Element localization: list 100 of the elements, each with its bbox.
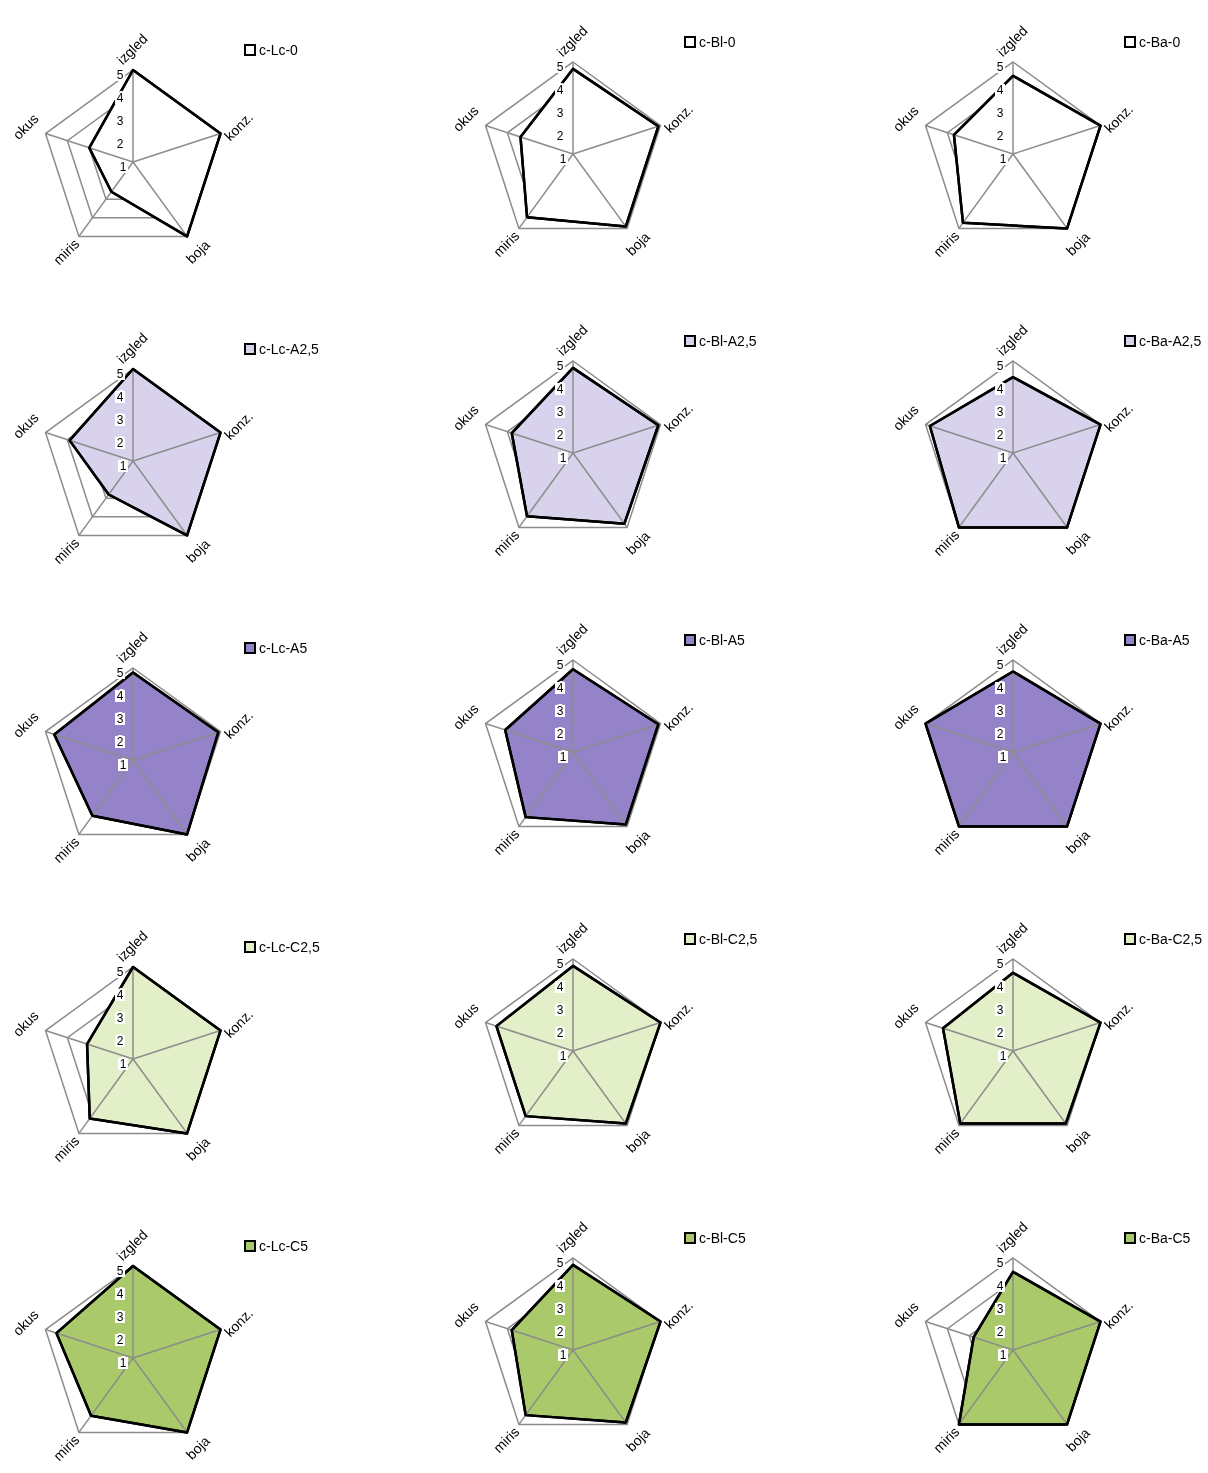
legend-label: c-Lc-A2,5	[259, 341, 320, 357]
y-tick-label: 5	[556, 1256, 564, 1270]
y-tick-label: 5	[116, 1264, 124, 1278]
y-tick-label: 2	[116, 735, 124, 749]
spoke-label: boja	[1062, 228, 1094, 259]
y-tick-label: 2	[556, 727, 564, 741]
y-tick-label: 4	[116, 91, 124, 105]
y-tick-label: 4	[556, 382, 564, 396]
y-tick-label: 2	[116, 1333, 124, 1347]
y-tick-label: 3	[116, 114, 124, 128]
legend-label: c-Ba-0	[1139, 34, 1181, 50]
y-tick-label: 1	[119, 1356, 127, 1370]
y-tick-label: 2	[996, 1026, 1004, 1040]
y-tick-label: 4	[996, 382, 1004, 396]
spoke-label: boja	[182, 236, 214, 267]
spoke-label: boja	[622, 1424, 654, 1455]
y-tick-label: 1	[559, 451, 567, 465]
legend-label: c-Bl-A5	[699, 632, 746, 648]
legend-label: c-Ba-A5	[1139, 632, 1190, 648]
y-tick-label: 4	[116, 1287, 124, 1301]
spoke-label: boja	[1062, 527, 1094, 558]
y-tick-label: 1	[559, 1049, 567, 1063]
y-tick-label: 5	[556, 658, 564, 672]
y-tick-label: 4	[996, 1279, 1004, 1293]
y-tick-label: 5	[116, 68, 124, 82]
spoke-label: boja	[1062, 1424, 1094, 1455]
y-tick-label: 5	[556, 359, 564, 373]
y-tick-label: 5	[996, 359, 1004, 373]
y-tick-label: 3	[996, 405, 1004, 419]
y-tick-label: 3	[556, 1003, 564, 1017]
legend-label: c-Lc-C5	[259, 1238, 309, 1254]
y-tick-label: 3	[996, 106, 1004, 120]
y-tick-label: 3	[116, 1310, 124, 1324]
y-tick-label: 3	[556, 405, 564, 419]
spoke-label: boja	[622, 826, 654, 857]
y-tick-label: 2	[116, 137, 124, 151]
y-tick-label: 3	[116, 1011, 124, 1025]
y-tick-label: 5	[996, 957, 1004, 971]
y-tick-label: 3	[556, 704, 564, 718]
y-tick-label: 2	[556, 1325, 564, 1339]
y-tick-label: 2	[556, 1026, 564, 1040]
y-tick-label: 5	[556, 957, 564, 971]
spoke-label: boja	[182, 1133, 214, 1164]
legend-label: c-Bl-C2,5	[699, 931, 758, 947]
y-tick-label: 1	[119, 459, 127, 473]
y-tick-label: 4	[556, 980, 564, 994]
y-tick-label: 4	[556, 1279, 564, 1293]
y-tick-label: 4	[116, 988, 124, 1002]
y-tick-label: 1	[119, 1057, 127, 1071]
y-tick-label: 5	[116, 666, 124, 680]
legend-label: c-Lc-A5	[259, 640, 308, 656]
y-tick-label: 1	[559, 750, 567, 764]
legend-label: c-Bl-0	[699, 34, 736, 50]
spoke-label: boja	[182, 834, 214, 865]
spoke-label: boja	[1062, 1125, 1094, 1156]
y-tick-label: 4	[556, 83, 564, 97]
legend-label: c-Lc-C2,5	[259, 939, 320, 955]
y-tick-label: 3	[556, 1302, 564, 1316]
y-tick-label: 1	[119, 758, 127, 772]
y-tick-label: 5	[556, 60, 564, 74]
y-tick-label: 3	[116, 712, 124, 726]
y-tick-label: 4	[996, 980, 1004, 994]
y-tick-label: 2	[996, 1325, 1004, 1339]
y-tick-label: 3	[996, 704, 1004, 718]
legend-label: c-Ba-C2,5	[1139, 931, 1203, 947]
y-tick-label: 4	[556, 681, 564, 695]
legend-label: c-Ba-A2,5	[1139, 333, 1202, 349]
y-tick-label: 1	[999, 451, 1007, 465]
y-tick-label: 1	[559, 152, 567, 166]
y-tick-label: 3	[996, 1003, 1004, 1017]
y-tick-label: 1	[559, 1348, 567, 1362]
y-tick-label: 1	[999, 152, 1007, 166]
legend-label: c-Bl-A2,5	[699, 333, 757, 349]
y-tick-label: 5	[996, 658, 1004, 672]
y-tick-label: 4	[116, 390, 124, 404]
spoke-label: boja	[1062, 826, 1094, 857]
y-tick-label: 2	[116, 436, 124, 450]
spoke-label: boja	[622, 1125, 654, 1156]
spoke-label: boja	[182, 1432, 214, 1463]
y-tick-label: 3	[116, 413, 124, 427]
y-tick-label: 5	[996, 60, 1004, 74]
y-tick-label: 2	[556, 129, 564, 143]
y-tick-label: 2	[996, 428, 1004, 442]
y-tick-label: 4	[996, 681, 1004, 695]
y-tick-label: 3	[556, 106, 564, 120]
y-tick-label: 1	[119, 160, 127, 174]
spoke-label: boja	[622, 527, 654, 558]
y-tick-label: 2	[996, 727, 1004, 741]
y-tick-label: 1	[999, 1049, 1007, 1063]
y-tick-label: 2	[996, 129, 1004, 143]
y-tick-label: 5	[116, 367, 124, 381]
y-tick-label: 2	[556, 428, 564, 442]
y-tick-label: 2	[116, 1034, 124, 1048]
y-tick-label: 3	[996, 1302, 1004, 1316]
y-tick-label: 4	[116, 689, 124, 703]
spoke-label: boja	[182, 535, 214, 566]
spoke-label: boja	[622, 228, 654, 259]
y-tick-label: 5	[996, 1256, 1004, 1270]
y-tick-label: 1	[999, 750, 1007, 764]
legend-label: c-Bl-C5	[699, 1230, 746, 1246]
